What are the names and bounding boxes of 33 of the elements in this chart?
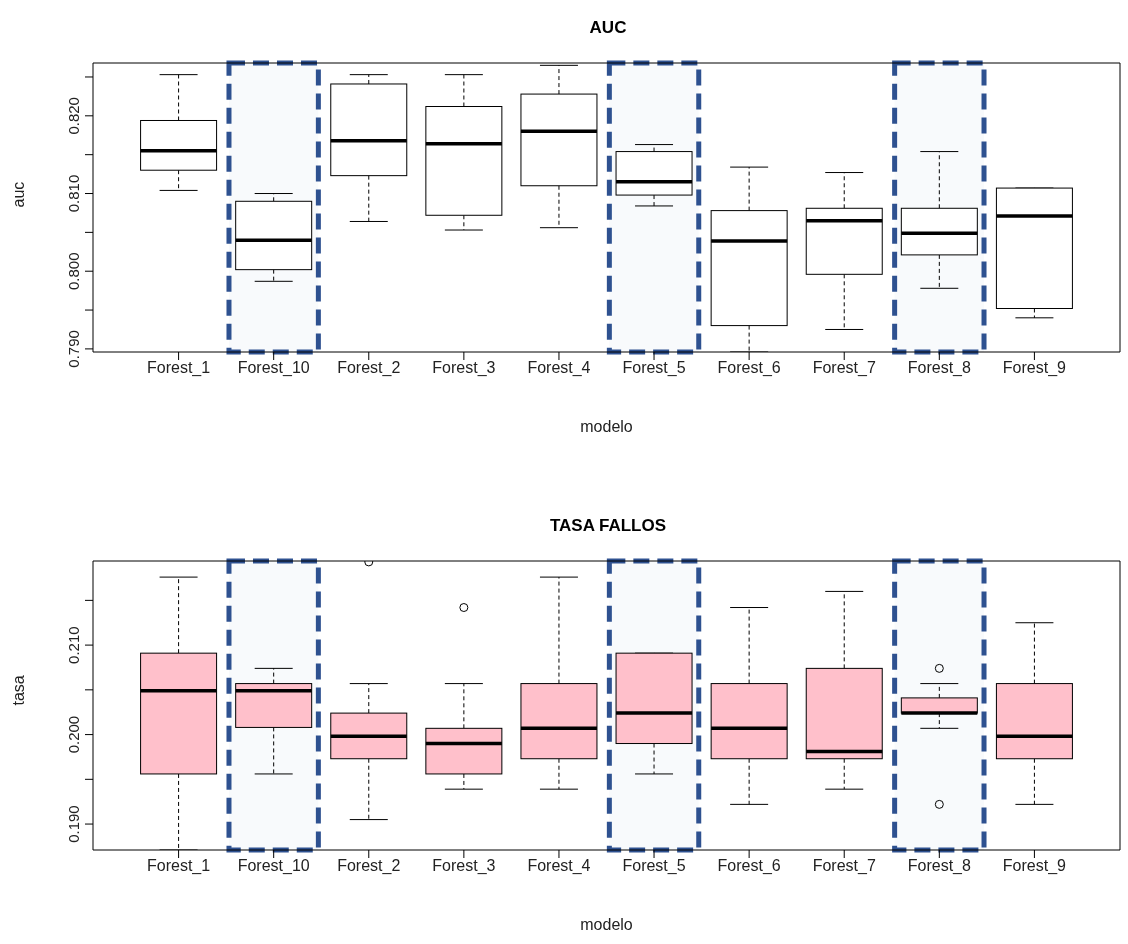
x-tick-label: Forest_2 bbox=[337, 857, 401, 876]
x-tick-label: Forest_6 bbox=[717, 359, 781, 378]
x-tick-label: Forest_8 bbox=[907, 359, 971, 378]
x-tick-label: Forest_4 bbox=[527, 857, 591, 876]
x-tick-label: Forest_3 bbox=[432, 359, 496, 378]
x-tick-label: Forest_4 bbox=[527, 359, 591, 378]
y-tick-label: 0.210 bbox=[65, 626, 82, 664]
chart-title: TASA FALLOS bbox=[548, 515, 668, 537]
x-tick-label: Forest_6 bbox=[717, 857, 781, 876]
x-tick-label: Forest_1 bbox=[147, 857, 211, 876]
x-tick-label: Forest_1 bbox=[147, 359, 211, 378]
y-tick-label: 0.200 bbox=[65, 715, 82, 754]
x-tick-label: Forest_10 bbox=[237, 359, 310, 378]
y-tick-label: 0.190 bbox=[65, 805, 82, 843]
y-axis-title: tasa bbox=[9, 675, 27, 706]
x-tick-label: Forest_8 bbox=[907, 857, 971, 876]
chart-title: AUC bbox=[588, 17, 628, 39]
y-tick-label: 0.810 bbox=[65, 174, 82, 213]
x-tick-label: Forest_7 bbox=[812, 857, 876, 876]
x-tick-label: Forest_9 bbox=[1002, 857, 1067, 876]
x-axis-title: modelo bbox=[580, 916, 633, 933]
y-tick-label: 0.820 bbox=[65, 97, 82, 135]
x-tick-label: Forest_2 bbox=[337, 359, 401, 378]
x-tick-label: Forest_3 bbox=[432, 857, 496, 876]
y-tick-label: 0.800 bbox=[65, 252, 82, 290]
x-tick-label: Forest_9 bbox=[1002, 359, 1067, 378]
x-tick-label: Forest_7 bbox=[812, 359, 876, 378]
x-tick-label: Forest_10 bbox=[237, 857, 310, 876]
x-tick-label: Forest_5 bbox=[622, 857, 686, 876]
x-tick-label: Forest_5 bbox=[622, 359, 686, 378]
x-axis-title: modelo bbox=[580, 418, 633, 435]
y-axis-title: auc bbox=[9, 181, 27, 208]
y-tick-label: 0.790 bbox=[65, 330, 82, 368]
